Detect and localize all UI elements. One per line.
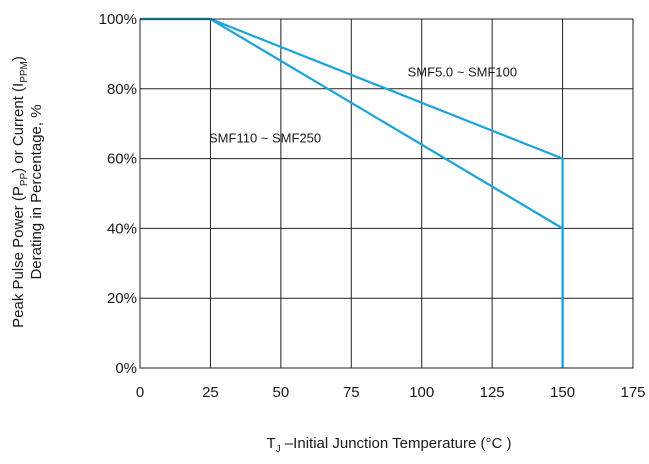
y-tick-label: 40% [107,220,137,237]
x-axis-title-prefix: T [267,435,276,452]
y-axis-title-sub1: PP [19,172,30,186]
x-tick-label: 150 [550,384,575,401]
x-tick-label: 100 [409,384,434,401]
series-annotation: SMF5.0 ~ SMF100 [408,64,517,79]
x-tick-label: 175 [620,384,645,401]
y-axis-title-sub2: PPM [19,61,30,83]
y-axis-title-line1: Peak Pulse Power (PPP) or Current (IPPM) [10,56,30,328]
y-axis-title-b: ) or Current (I [10,83,27,173]
x-tick-label: 50 [273,384,290,401]
x-axis-title-subscript: J [276,444,281,455]
y-tick-label: 0% [115,360,137,377]
x-tick-label: 75 [343,384,360,401]
y-axis-title-a: Peak Pulse Power (P [10,186,27,328]
y-axis-title-c: ) [10,56,27,61]
series-annotation: SMF110 ~ SMF250 [209,131,321,146]
x-tick-label: 125 [480,384,505,401]
y-tick-label: 100% [99,11,137,28]
y-tick-label: 60% [107,151,137,168]
grid [139,18,634,369]
x-tick-label: 0 [136,384,144,401]
x-tick-label: 25 [202,384,219,401]
y-tick-label: 20% [107,290,137,307]
y-tick-labels: 0% 20% 40% 60% 80% 100% [99,11,137,377]
x-axis-title: TJ –Initial Junction Temperature (°C ) [267,435,512,455]
x-axis-title-rest: –Initial Junction Temperature (°C ) [281,435,512,452]
y-tick-label: 80% [107,81,137,98]
y-axis-title-line2: Derating in Percentage, % [28,104,45,279]
plot-frame [139,18,634,369]
annotations: SMF5.0 ~ SMF100 SMF110 ~ SMF250 [209,64,517,145]
x-tick-labels: 0 25 50 75 100 125 150 175 [136,384,646,401]
y-axis-title: Peak Pulse Power (PPP) or Current (IPPM)… [10,56,45,328]
